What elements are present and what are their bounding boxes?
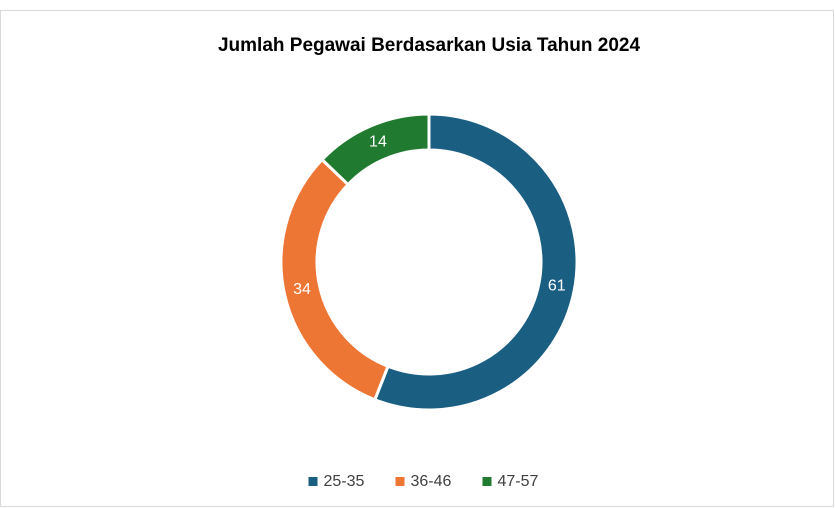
donut-segment [319, 112, 431, 187]
legend-swatch [482, 477, 492, 486]
legend-swatch [395, 477, 405, 486]
data-label: 34 [293, 281, 311, 298]
legend-label: 25-35 [324, 473, 365, 490]
legend-swatch [308, 477, 318, 486]
chart-title: Jumlah Pegawai Berdasarkan Usia Tahun 20… [218, 35, 640, 56]
legend-label: 47-57 [498, 473, 539, 490]
data-label: 61 [548, 277, 566, 294]
chart-frame [0, 10, 834, 507]
donut-segment [372, 112, 579, 412]
legend-label: 36-46 [411, 473, 452, 490]
data-label: 14 [369, 134, 387, 151]
